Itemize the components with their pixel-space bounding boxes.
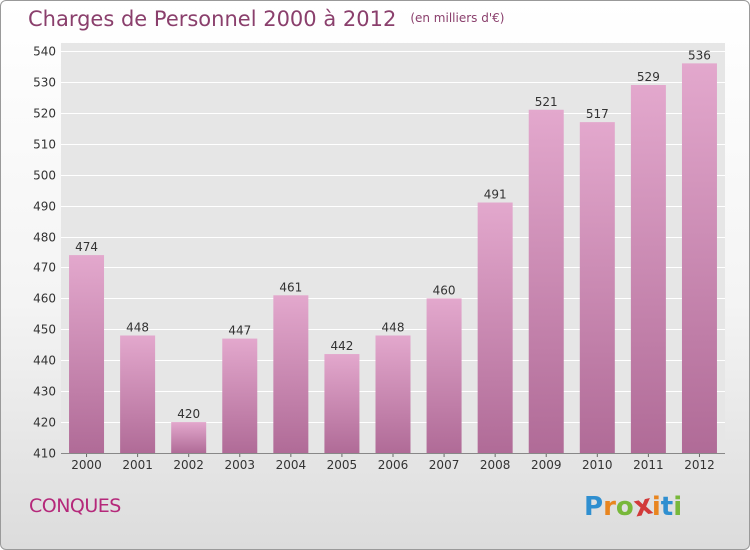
- y-tick-label: 510: [33, 138, 56, 152]
- y-tick-label: 530: [33, 76, 56, 90]
- bar: [426, 298, 462, 453]
- logo-letter: o: [615, 492, 634, 522]
- y-tick-label: 520: [33, 107, 56, 121]
- bar-value-label: 442: [330, 339, 353, 353]
- bar: [477, 202, 513, 453]
- commune-name: CONQUES: [29, 495, 121, 517]
- bar-value-label: 491: [484, 188, 507, 202]
- bar: [681, 63, 717, 453]
- x-tick-label: 2010: [582, 458, 613, 472]
- y-tick-label: 460: [33, 292, 56, 306]
- bar: [120, 335, 156, 453]
- title-text: Charges de Personnel 2000 à 2012: [28, 7, 397, 31]
- x-tick-label: 2005: [327, 458, 358, 472]
- x-tick-label: 2009: [531, 458, 562, 472]
- bar: [528, 109, 564, 453]
- bar: [324, 354, 360, 453]
- chart-subtitle: (en milliers d'€): [410, 11, 505, 25]
- bar: [630, 85, 666, 453]
- y-tick-label: 430: [33, 385, 56, 399]
- x-tick-label: 2007: [429, 458, 460, 472]
- bar-value-label: 461: [279, 280, 302, 294]
- bar-value-label: 536: [688, 48, 711, 62]
- bar-value-label: 447: [228, 324, 251, 338]
- bar-value-label: 521: [535, 95, 558, 109]
- bar-value-label: 448: [126, 320, 149, 334]
- bar: [273, 295, 309, 453]
- y-tick-label: 480: [33, 231, 56, 245]
- bar-value-label: 517: [586, 107, 609, 121]
- chart-title: Charges de Personnel 2000 à 2012 (en mill…: [28, 7, 504, 31]
- proxiti-logo: Proxiti: [584, 487, 683, 523]
- bar-value-label: 529: [637, 70, 660, 84]
- y-tick-label: 410: [33, 447, 56, 461]
- y-tick-label: 470: [33, 261, 56, 275]
- y-tick-label: 540: [33, 45, 56, 59]
- y-tick-label: 500: [33, 169, 56, 183]
- bar-value-label: 420: [177, 407, 200, 421]
- x-tick-label: 2011: [633, 458, 664, 472]
- y-tick-label: 440: [33, 354, 56, 368]
- bar: [222, 338, 258, 453]
- x-tick-label: 2012: [684, 458, 715, 472]
- y-tick-label: 420: [33, 416, 56, 430]
- x-tick-label: 2003: [224, 458, 255, 472]
- bar-value-label: 448: [382, 320, 405, 334]
- bar-value-label: 460: [433, 283, 456, 297]
- logo-letter: t: [660, 492, 674, 522]
- x-tick-label: 2002: [173, 458, 204, 472]
- x-tick-label: 2000: [71, 458, 102, 472]
- x-tick-label: 2006: [378, 458, 409, 472]
- x-tick-label: 2004: [276, 458, 307, 472]
- x-tick-label: 2008: [480, 458, 511, 472]
- logo-letter: i: [673, 492, 683, 522]
- logo-letter: r: [603, 492, 616, 522]
- bar: [171, 422, 207, 453]
- logo-letter: i: [651, 492, 661, 522]
- x-tick-label: 2001: [122, 458, 153, 472]
- bar: [375, 335, 411, 453]
- y-tick-label: 490: [33, 200, 56, 214]
- bar: [69, 255, 105, 453]
- bar-value-label: 474: [75, 240, 98, 254]
- y-tick-label: 450: [33, 323, 56, 337]
- logo-letter: P: [584, 492, 604, 522]
- bar: [579, 122, 615, 453]
